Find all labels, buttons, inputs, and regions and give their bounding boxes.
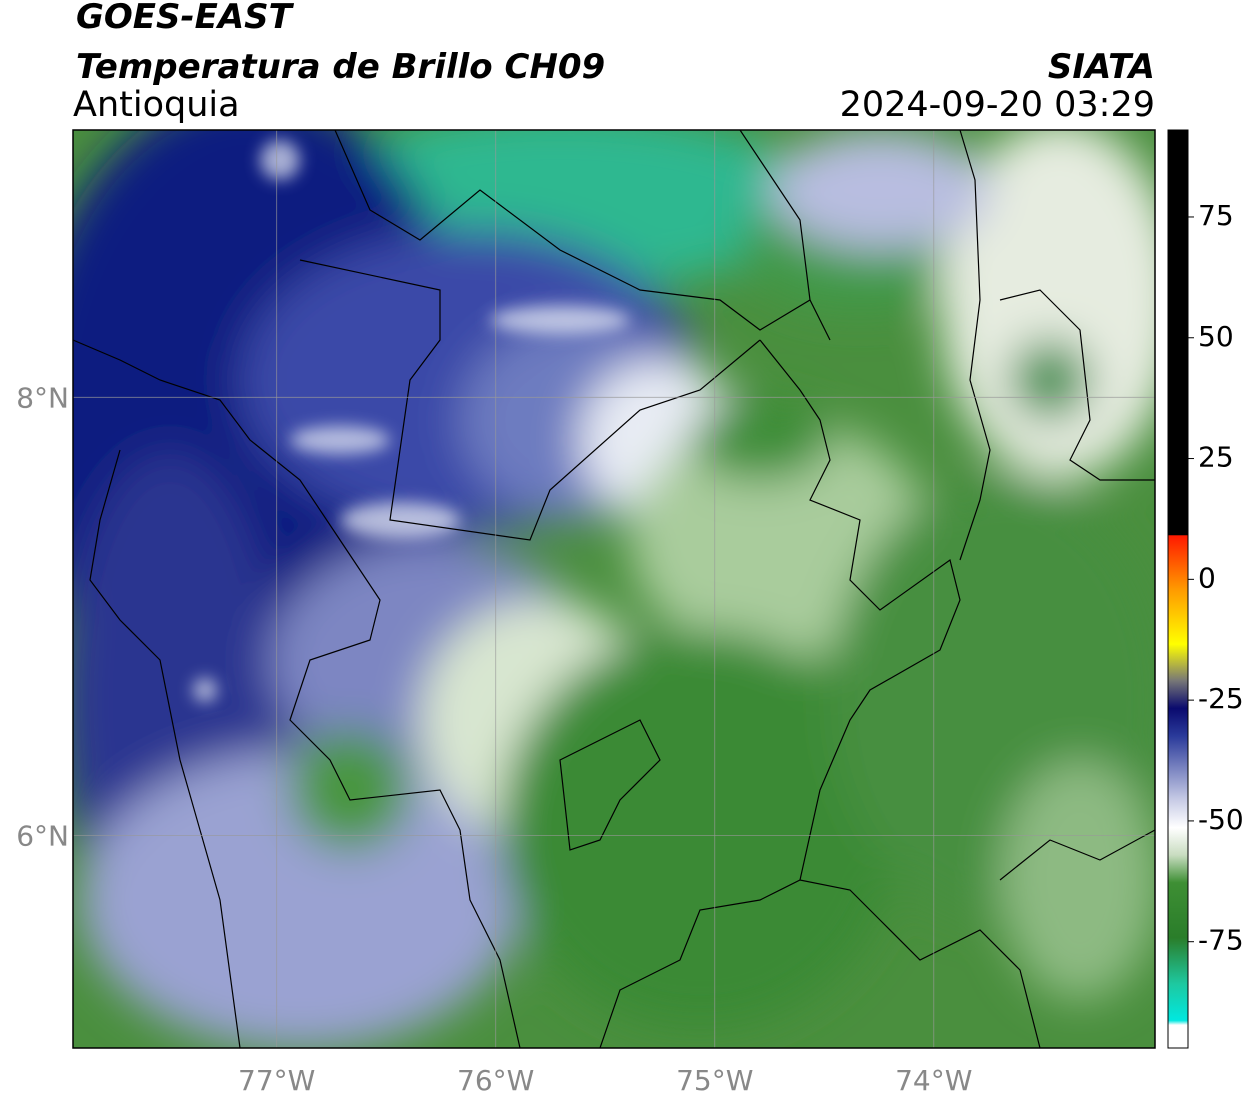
colorbar-tick-label: -75	[1198, 924, 1244, 957]
colorbar-tick-label: -50	[1198, 803, 1244, 836]
region: Antioquia	[73, 85, 240, 125]
colorbar-tick-label: 50	[1198, 320, 1234, 353]
colorbar-tick-label: 25	[1198, 441, 1234, 474]
title: GOES-EAST	[76, 0, 295, 37]
timestamp: 2024-09-20 03:29	[840, 85, 1155, 125]
map-image	[73, 130, 1155, 1048]
x-tick-label: 75°W	[676, 1064, 753, 1097]
x-tick-label: 76°W	[457, 1064, 534, 1097]
y-tick-label: 8°N	[16, 381, 69, 414]
source: SIATA	[1048, 47, 1155, 87]
colorbar-tick-label: 75	[1198, 199, 1234, 232]
map-frame	[72, 129, 1156, 1049]
subtitle: Temperatura de Brillo CH09	[76, 47, 605, 87]
x-tick-label: 77°W	[238, 1064, 315, 1097]
colorbar-tick-label: 0	[1198, 561, 1216, 594]
x-tick-label: 74°W	[895, 1064, 972, 1097]
colorbar-tick-label: -25	[1198, 682, 1244, 715]
colorbar	[1167, 129, 1189, 1049]
y-tick-label: 6°N	[16, 819, 69, 852]
